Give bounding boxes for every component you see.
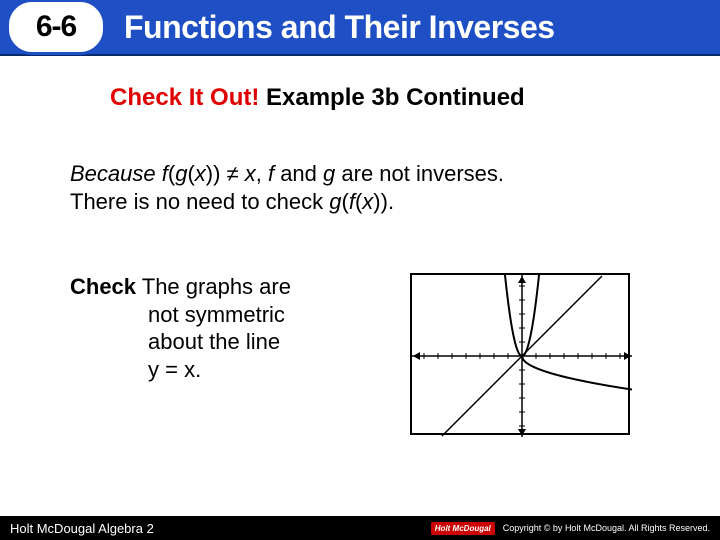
check-text: Check The graphs are not symmetric about… [70,273,400,383]
subtitle: Check It Out! Example 3b Continued [110,84,720,112]
check-line-2: not symmetric [148,301,400,329]
lesson-badge: 6-6 [6,0,106,55]
body-line-2: There is no need to check g(f(x)). [70,188,660,216]
body-line-1: Because f(g(x)) ≠ x, f and g are not inv… [70,160,660,188]
footer-copyright: Copyright © by Holt McDougal. All Rights… [503,523,710,533]
footer-logo: Holt McDougal [431,522,495,535]
check-line-1: Check The graphs are [70,273,400,301]
footer-left: Holt McDougal Algebra 2 [10,521,154,536]
subtitle-black: Example 3b Continued [259,84,524,111]
subtitle-red: Check It Out! [110,84,259,111]
header-bar: 6-6 Functions and Their Inverses [0,0,720,56]
footer-bar: Holt McDougal Algebra 2 Holt McDougal Co… [0,516,720,540]
check-line-3: about the line [148,328,400,356]
lesson-number: 6-6 [36,10,76,44]
graph-panel [410,273,630,435]
footer-right: Holt McDougal Copyright © by Holt McDoug… [431,522,710,535]
lesson-title: Functions and Their Inverses [124,9,555,46]
check-line-4: y = x. [148,356,400,384]
body-paragraph: Because f(g(x)) ≠ x, f and g are not inv… [70,160,660,215]
check-block: Check The graphs are not symmetric about… [70,273,720,435]
graph-svg [412,275,632,437]
